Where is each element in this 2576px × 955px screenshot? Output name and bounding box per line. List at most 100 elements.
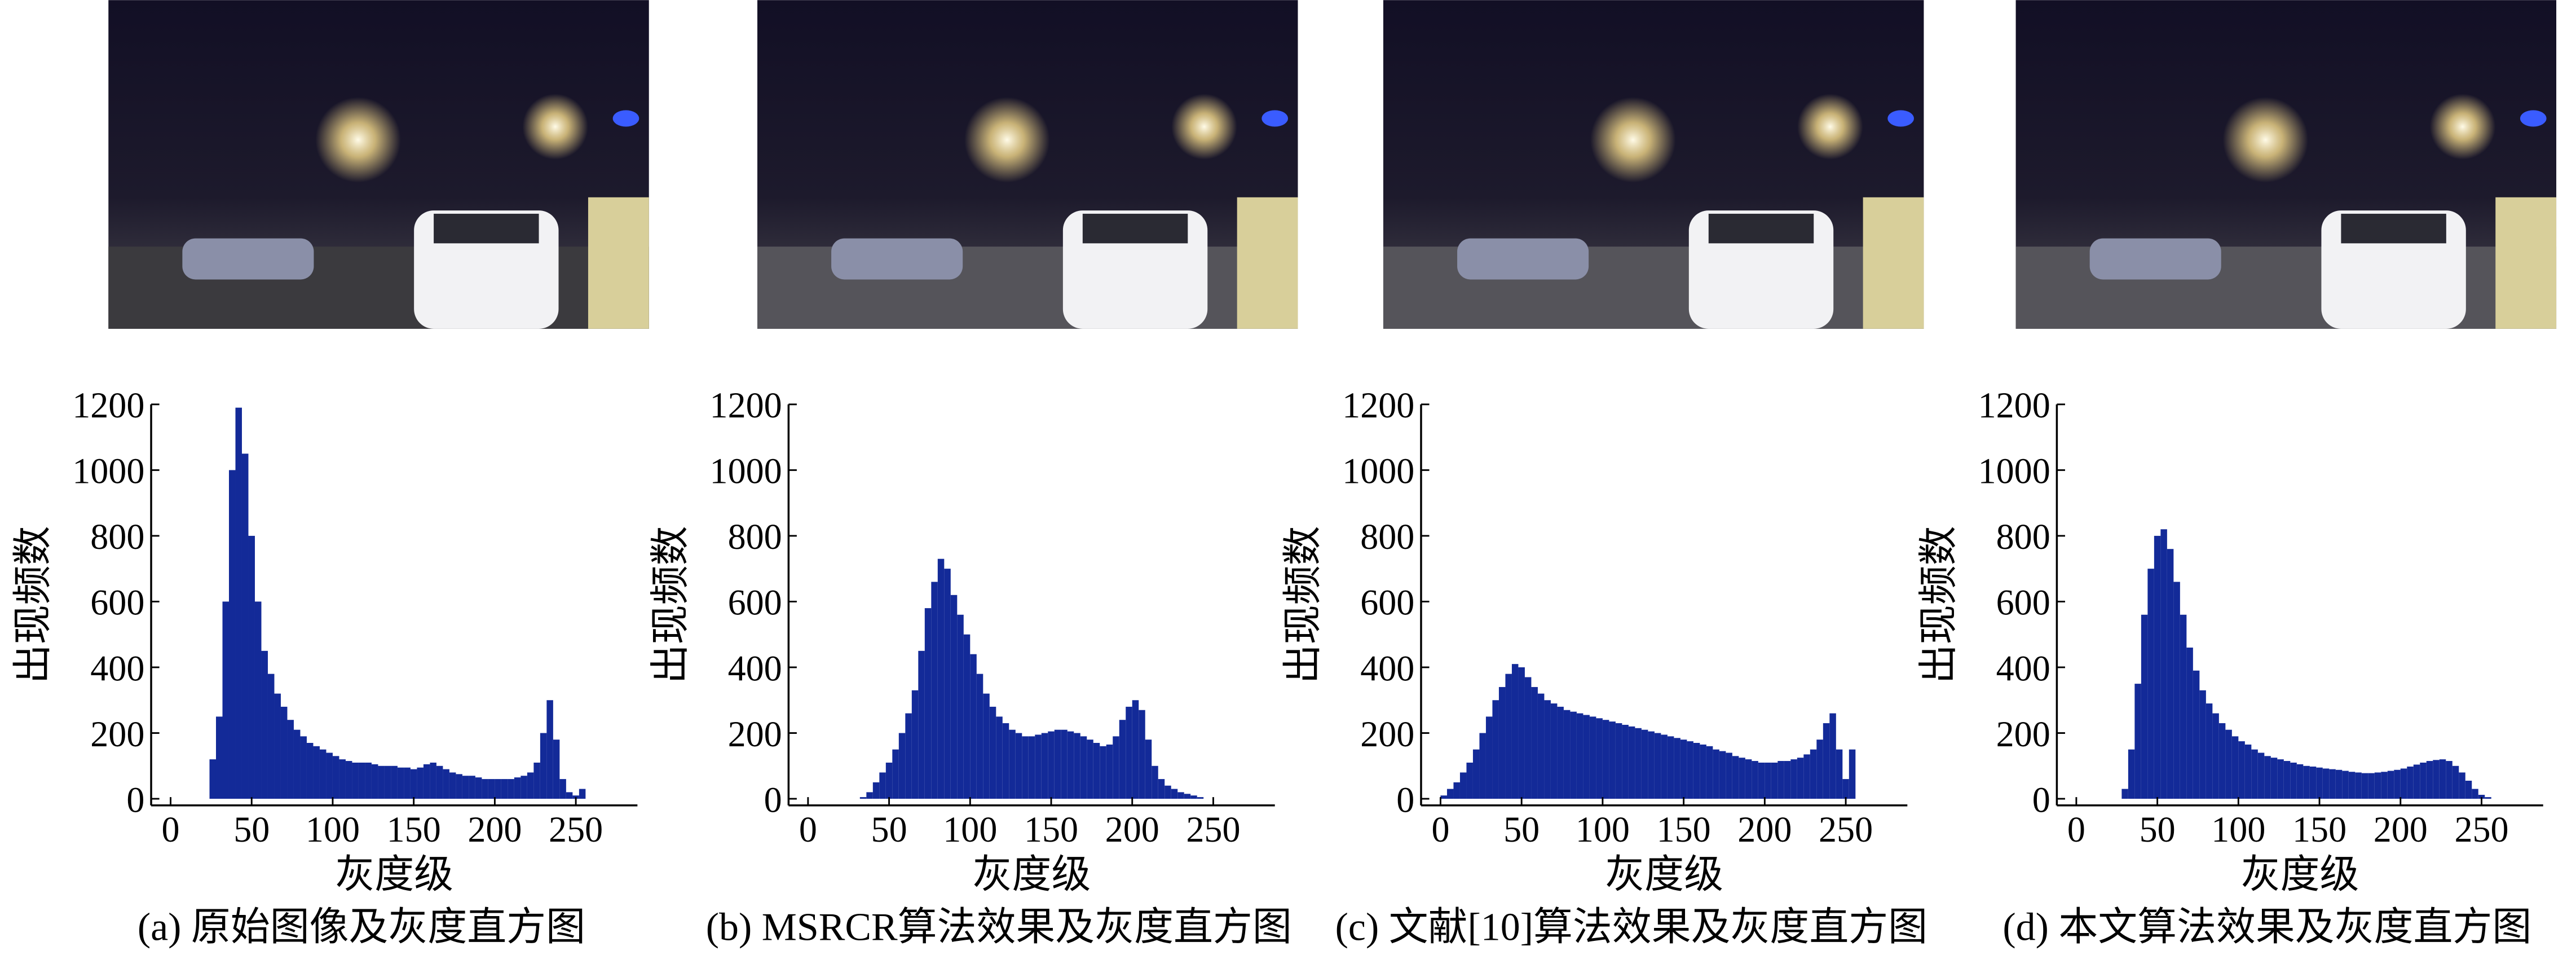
bar: [384, 765, 391, 799]
bar: [540, 733, 547, 799]
bar: [1106, 744, 1113, 799]
bar: [546, 700, 553, 799]
bar: [2368, 773, 2375, 799]
bar: [1732, 756, 1739, 799]
x-tick-label: 200: [1105, 809, 1159, 850]
y-tick-label: 1000: [1978, 451, 2050, 491]
bar: [1790, 759, 1797, 799]
bar: [1648, 731, 1655, 799]
caption: (a) 原始图像及灰度直方图: [138, 906, 585, 949]
bar: [1829, 713, 1836, 799]
lamp: [964, 97, 1050, 183]
bar: [1674, 738, 1680, 799]
bar: [1719, 751, 1726, 799]
bar: [2407, 766, 2414, 799]
lamp: [315, 97, 401, 183]
bar: [2186, 648, 2193, 799]
bar: [533, 762, 540, 799]
x-tick-label: 250: [2454, 809, 2508, 850]
bar: [2251, 749, 2258, 799]
bar: [2381, 772, 2388, 799]
bar: [1570, 711, 1577, 799]
y-tick-label: 1000: [1342, 451, 1414, 491]
bar: [521, 776, 527, 799]
bar: [559, 779, 566, 799]
bar: [2322, 768, 2330, 799]
bar: [1823, 723, 1830, 799]
bar: [1126, 706, 1132, 799]
y-tick-label: 400: [1360, 648, 1414, 688]
bar: [2485, 797, 2491, 799]
bar: [1177, 792, 1184, 799]
y-tick-label: 1000: [72, 451, 144, 491]
bar: [449, 772, 456, 799]
bar: [1602, 720, 1609, 799]
bar: [2309, 766, 2317, 799]
bar: [1518, 667, 1525, 799]
bar: [1041, 733, 1048, 799]
x-axis-label: 灰度级: [2241, 853, 2359, 896]
x-axis-label: 灰度级: [1605, 853, 1723, 896]
bar: [2193, 670, 2200, 799]
bar: [1816, 740, 1823, 799]
bar: [222, 601, 229, 799]
bar: [1752, 761, 1758, 799]
bar: [423, 764, 430, 799]
bar: [1784, 761, 1791, 799]
bar: [1113, 736, 1119, 799]
bar: [2225, 729, 2232, 799]
bar: [2355, 772, 2362, 799]
y-tick-label: 0: [764, 780, 782, 820]
bar: [1074, 733, 1080, 799]
bar: [1849, 749, 1856, 799]
bar: [2134, 684, 2141, 799]
bar: [1726, 752, 1732, 799]
bar: [2141, 614, 2148, 799]
bar: [391, 765, 398, 799]
y-tick-label: 400: [728, 648, 782, 688]
bar: [1635, 728, 1642, 799]
bar: [326, 752, 333, 799]
bar: [1765, 762, 1771, 799]
bar: [885, 762, 893, 799]
bar: [2361, 773, 2368, 799]
bar: [2277, 759, 2284, 799]
bar: [293, 729, 301, 799]
y-tick-label: 800: [728, 517, 782, 557]
y-tick-label: 1000: [710, 451, 782, 491]
car: [588, 197, 649, 329]
photo: [1383, 0, 1924, 329]
bar: [501, 779, 508, 799]
bar: [892, 749, 899, 799]
bar: [1622, 724, 1629, 799]
bar: [2329, 769, 2336, 799]
bar: [430, 762, 436, 799]
bar: [1152, 765, 1158, 799]
car: [1863, 197, 1924, 329]
bar: [866, 792, 873, 799]
bar: [371, 764, 378, 799]
bar: [2283, 761, 2291, 799]
x-tick-label: 250: [1819, 809, 1873, 850]
y-axis-label: 出现频数: [1282, 526, 1325, 684]
blue-light: [1261, 110, 1288, 127]
bar: [2264, 756, 2271, 799]
bar: [2231, 736, 2239, 799]
bar: [950, 595, 958, 799]
bar: [918, 650, 925, 799]
bar: [2238, 741, 2245, 799]
y-tick-label: 1200: [1978, 385, 2050, 425]
bar: [1777, 761, 1784, 799]
bar: [1453, 782, 1460, 799]
bar: [1667, 736, 1674, 799]
bar: [254, 601, 262, 799]
y-tick-label: 600: [728, 583, 782, 623]
x-tick-label: 50: [233, 809, 270, 850]
bar: [2452, 765, 2459, 799]
bar: [1119, 720, 1126, 799]
bar: [2348, 772, 2356, 799]
bar: [215, 716, 223, 799]
y-axis-label: 出现频数: [649, 526, 692, 684]
car-window: [434, 213, 539, 244]
